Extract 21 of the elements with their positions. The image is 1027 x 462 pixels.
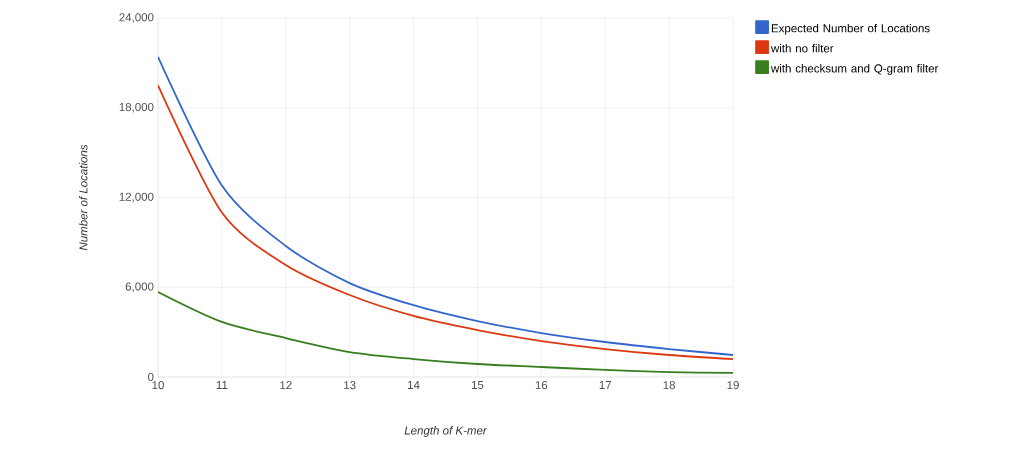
legend-label: with checksum and Q-gram filter	[770, 64, 939, 75]
x-tick-label: 14	[408, 381, 420, 389]
x-tick-label: 13	[344, 381, 356, 390]
y-tick-label: 0	[148, 372, 154, 382]
y-tick-label: 24,000	[119, 13, 154, 23]
x-tick-label: 10	[152, 381, 164, 390]
legend-label: with no filter	[770, 43, 834, 53]
x-tick-label: 16	[535, 381, 548, 390]
x-tick-label: 12	[280, 381, 292, 390]
y-tick-label: 18,000	[119, 103, 154, 113]
x-tick-label: 19	[727, 381, 739, 390]
x-tick-label: 17	[599, 381, 612, 389]
x-tick-label: 18	[663, 381, 675, 390]
y-tick-label: 12,000	[119, 192, 154, 203]
x-tick-label: 11	[216, 381, 228, 389]
x-tick-label: 15	[471, 381, 484, 390]
y-axis-title: Number of Locations	[79, 144, 88, 251]
line-series	[158, 291, 733, 374]
legend-label: Expected Number of Locations	[771, 23, 930, 35]
y-tick-label: 6,000	[125, 282, 154, 292]
x-axis-title: Length of K-mer	[404, 426, 488, 437]
